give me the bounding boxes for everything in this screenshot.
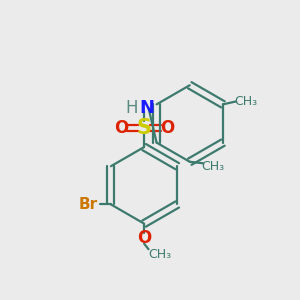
Text: O: O [160, 119, 174, 137]
Text: S: S [136, 118, 152, 138]
Text: H: H [125, 99, 138, 117]
Text: O: O [114, 119, 129, 137]
Text: O: O [137, 229, 151, 247]
Text: CH₃: CH₃ [148, 248, 171, 261]
Text: Br: Br [79, 197, 98, 212]
Text: N: N [140, 99, 154, 117]
Text: CH₃: CH₃ [234, 95, 257, 108]
Text: CH₃: CH₃ [201, 160, 224, 173]
